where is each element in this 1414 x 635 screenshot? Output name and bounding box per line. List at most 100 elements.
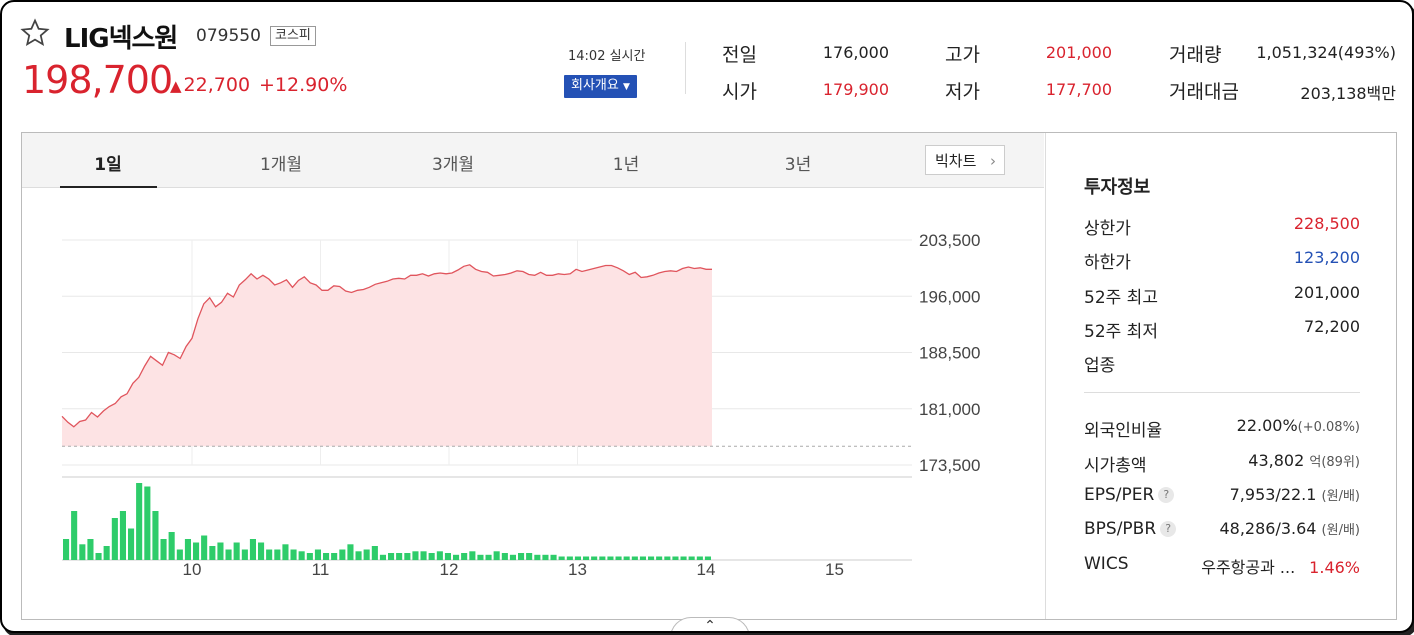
upper-limit-row: 상한가 228,500 xyxy=(1084,214,1360,239)
wics-value[interactable]: 우주항공과 ... xyxy=(1201,558,1296,577)
company-overview-button[interactable]: 회사개요 ▼ xyxy=(564,75,637,98)
volume-bar xyxy=(485,554,492,561)
x-tick-label: 15 xyxy=(825,560,844,579)
industry-label: 업종 xyxy=(1084,356,1116,376)
low-value: 177,700 xyxy=(1045,80,1112,99)
tab-3y[interactable]: 3년 xyxy=(784,155,812,175)
volume-bar xyxy=(680,556,687,560)
stock-name[interactable]: LIG넥스원 xyxy=(64,24,178,54)
bigchart-button[interactable]: 빅차트 › xyxy=(925,145,1005,175)
tab-3m[interactable]: 3개월 xyxy=(431,155,475,175)
y-tick-label: 203,500 xyxy=(919,231,980,250)
volume-bar xyxy=(176,549,183,560)
help-icon[interactable]: ? xyxy=(1158,487,1175,503)
chart-panel: 1일 1개월 3개월 1년 3년 빅차트 › 203,500 196,000 188,… xyxy=(21,132,1397,620)
volume-bar xyxy=(639,556,646,560)
volume-bar xyxy=(95,553,102,560)
volume-bar xyxy=(631,556,638,560)
market-cap-row: 시가총액 43,802 억(89위) xyxy=(1084,451,1360,476)
help-icon[interactable]: ? xyxy=(1160,521,1177,537)
wics-values: 우주항공과 ... 1.46% xyxy=(1201,554,1360,578)
volume-bar xyxy=(534,554,541,561)
volume-bar xyxy=(558,556,565,560)
volume-bar xyxy=(704,556,711,560)
star-icon[interactable] xyxy=(20,18,50,48)
volume-bar xyxy=(119,511,126,560)
volume-bar xyxy=(331,553,338,560)
foreign-ratio-label: 외국인비율 xyxy=(1084,421,1163,441)
investment-info-title: 투자정보 xyxy=(1084,177,1151,198)
bps-pbr-label: BPS/PBR xyxy=(1084,519,1157,539)
volume-bar xyxy=(193,542,200,560)
volume-bar xyxy=(648,556,655,560)
industry-row: 업종 xyxy=(1084,351,1360,376)
volume-bar xyxy=(396,553,403,560)
volume-bar xyxy=(290,549,297,560)
volume-bar xyxy=(184,539,191,560)
volume-bar xyxy=(404,553,411,560)
market-cap-label: 시가총액 xyxy=(1084,456,1147,476)
volume-bar xyxy=(258,542,265,560)
eps-per-values: 7,953/22.1 (원/배) xyxy=(1230,485,1360,504)
volume-bar xyxy=(453,554,460,561)
low-52w-label: 52주 최저 xyxy=(1084,322,1158,342)
volume-bar xyxy=(225,549,232,560)
volume-bar xyxy=(136,483,143,560)
stock-header: LIG넥스원 079550 코스피 198,700 ▲ 22,700 +12.90… xyxy=(2,2,1412,112)
market-cap-unit: 억 xyxy=(1309,455,1322,470)
tab-1d[interactable]: 1일 xyxy=(94,155,122,175)
volume-bar xyxy=(696,556,703,560)
volume-value: 1,051,324(493%) xyxy=(1256,43,1396,62)
x-tick-label: 14 xyxy=(697,560,716,579)
volume-bar xyxy=(469,551,476,561)
volume-bar xyxy=(209,546,216,560)
period-tabs: 1일 1개월 3개월 1년 3년 빅차트 › xyxy=(22,133,1044,188)
volume-bar xyxy=(518,553,525,560)
info-divider xyxy=(1084,392,1360,393)
price-area xyxy=(62,264,712,447)
y-tick-label: 188,500 xyxy=(919,344,980,363)
wics-row: WICS 우주항공과 ... 1.46% xyxy=(1084,554,1360,577)
volume-bar xyxy=(550,554,557,561)
chevron-up-icon: ⌃ xyxy=(704,618,716,633)
price-line xyxy=(61,264,712,428)
market-cap-values: 43,802 억(89위) xyxy=(1248,451,1360,470)
volume-bar xyxy=(217,542,224,560)
foreign-ratio-values: 22.00%(+0.08%) xyxy=(1237,416,1360,435)
volume-bar xyxy=(379,554,386,561)
upper-limit-value: 228,500 xyxy=(1293,214,1360,233)
tab-1y[interactable]: 1년 xyxy=(612,155,640,175)
price-change-value: 22,700 xyxy=(183,74,251,96)
y-tick-label: 173,500 xyxy=(919,456,980,475)
low-label: 저가 xyxy=(945,81,980,103)
volume-bar xyxy=(87,539,94,560)
volume-bar xyxy=(420,551,427,561)
volume-bar xyxy=(201,535,208,560)
up-arrow-icon: ▲ xyxy=(170,77,182,95)
volume-bar xyxy=(160,539,167,560)
volume-bar xyxy=(71,511,78,560)
bps-pbr-values: 48,286/3.64 (원/배) xyxy=(1219,519,1360,538)
eps-per-label: EPS/PER xyxy=(1084,485,1155,505)
volume-bar xyxy=(493,551,500,561)
foreign-ratio-change: (+0.08%) xyxy=(1297,420,1360,435)
volume-bar xyxy=(298,551,305,561)
volume-bar xyxy=(128,528,135,560)
amount-label: 거래대금 xyxy=(1169,81,1239,103)
bps-pbr-row: BPS/PBR? 48,286/3.64 (원/배) xyxy=(1084,519,1360,539)
price-chart[interactable]: 203,500 196,000 188,500 181,000 173,500 10 11 1… xyxy=(22,188,1044,618)
volume-bar xyxy=(266,549,273,560)
high-label: 고가 xyxy=(945,44,980,66)
bigchart-label: 빅차트 xyxy=(935,152,977,170)
prev-label: 전일 xyxy=(722,44,757,66)
tab-1m[interactable]: 1개월 xyxy=(259,155,303,175)
realtime-label: 14:02 실시간 xyxy=(568,49,646,64)
volume-bar xyxy=(152,511,159,560)
volume-bar xyxy=(241,549,248,560)
volume-bar xyxy=(249,539,256,560)
eps-per-value: 7,953/22.1 xyxy=(1229,485,1317,504)
volume-bar xyxy=(79,544,86,561)
price-change-percent: +12.90% xyxy=(259,74,348,96)
volume-bar xyxy=(428,553,435,560)
collapse-toggle[interactable]: ⌃ xyxy=(670,617,750,633)
